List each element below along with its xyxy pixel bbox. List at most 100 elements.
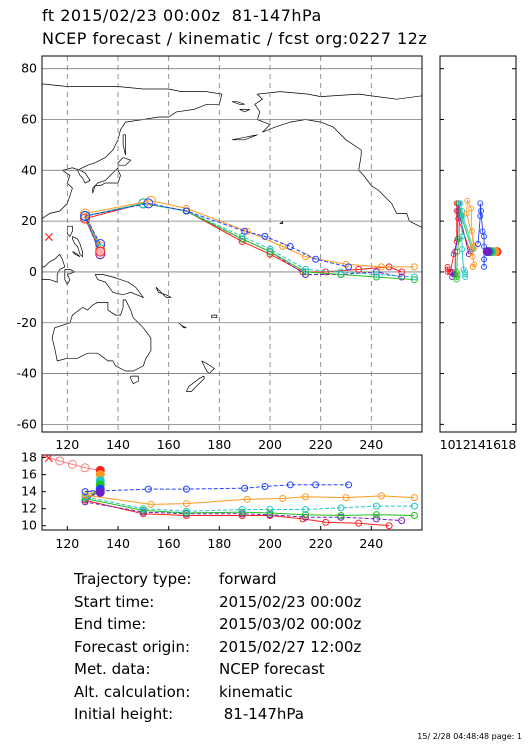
- side-point-red: [444, 266, 451, 273]
- side-tick-label: 18: [500, 437, 516, 452]
- trajectory-point-purple: [398, 273, 406, 281]
- coastline: [122, 134, 126, 156]
- pressure-point-cyan: [139, 505, 147, 513]
- coastline: [66, 225, 73, 237]
- pressure-lon-tick-label: 200: [258, 536, 282, 551]
- trajectory-point-cyan: [266, 245, 274, 253]
- info-label: Met. data:: [74, 660, 151, 678]
- trajectory-point-blue: [345, 263, 353, 271]
- coastline: [117, 157, 132, 166]
- trajectory-point-red: [355, 265, 363, 273]
- side-point-cyan: [462, 271, 469, 278]
- pressure-point-orange: [377, 492, 385, 500]
- footer-timestamp: 15/ 2/28 04:48:48 page: 1: [417, 732, 522, 741]
- coastline: [42, 83, 223, 219]
- side-point-orange: [463, 210, 470, 217]
- info-row: Initial height: 81-147hPa: [74, 703, 361, 726]
- side-point-blue: [481, 263, 488, 270]
- pressure-point-cyan: [182, 507, 190, 515]
- pressure-point-start: [67, 459, 77, 469]
- info-label: End time:: [74, 615, 147, 633]
- pressure-point-blue: [261, 483, 269, 491]
- side-point-blue: [477, 200, 484, 207]
- map-lon-tick-label: 160: [157, 437, 181, 452]
- pressure-line-orange: [84, 489, 415, 505]
- trajectory-point-red: [398, 268, 406, 276]
- coastline: [130, 375, 139, 385]
- coastline: [64, 269, 76, 286]
- pressure-line-blue: [85, 484, 349, 493]
- pressure-point-cyan: [372, 502, 380, 510]
- trajectory-point-orange: [377, 263, 385, 271]
- map-lat-tick-label: -60: [17, 416, 37, 431]
- trajectory-point-orange: [145, 195, 156, 206]
- info-label: Start time:: [74, 592, 155, 611]
- pressure-line-cyan: [83, 489, 415, 512]
- pressure-point-green: [372, 511, 380, 519]
- pressure-tick-label: 16: [21, 467, 37, 482]
- side-point-green: [454, 248, 461, 255]
- coastline: [231, 134, 258, 141]
- map-lon-tick-label: 240: [359, 437, 383, 452]
- side-point-cyan: [459, 246, 465, 253]
- coastline: [201, 360, 215, 375]
- pressure-point-cyan: [337, 504, 345, 512]
- side-point-orange: [470, 243, 477, 250]
- side-point-green: [453, 276, 460, 283]
- info-row: Alt. calculation: kinematic: [74, 681, 361, 704]
- side-point-blue: [481, 233, 488, 240]
- pressure-tick-label: 10: [21, 518, 37, 533]
- pressure-point-cyan: [301, 506, 309, 514]
- side-tick-label: 10: [440, 437, 456, 452]
- pressure-point-start: [55, 456, 65, 466]
- side-point-blue: [479, 228, 486, 235]
- side-point-green: [453, 274, 460, 280]
- info-value: NCEP forecast: [219, 660, 325, 678]
- coastlines: [42, 83, 422, 392]
- pressure-point-blue: [241, 484, 249, 492]
- coastline: [211, 314, 218, 319]
- trajectory-point-blue: [143, 198, 154, 209]
- pressure-point-green: [301, 511, 309, 519]
- pressure-panel: ×: [41, 451, 423, 531]
- pressure-tick-label: 18: [21, 450, 37, 465]
- pressure-point-blue: [312, 481, 320, 489]
- pressure-point-cyan: [266, 506, 274, 514]
- coastline: [254, 91, 422, 171]
- pressure-point-green: [337, 512, 345, 520]
- info-row: Trajectory type: forward: [74, 568, 361, 591]
- map-lon-tick-label: 120: [55, 437, 79, 452]
- coastline: [92, 166, 121, 194]
- side-tick-label: 16: [485, 437, 501, 452]
- pressure-tick-label: 14: [21, 484, 37, 499]
- side-panel: [439, 55, 517, 433]
- side-frame: [439, 55, 517, 433]
- header-line-1: ft 2015/02/23 00:00z 81-147hPa: [42, 6, 322, 25]
- side-point-blue: [478, 208, 484, 214]
- trajectory-point-blue: [312, 255, 320, 263]
- coastline-layer: [42, 83, 422, 392]
- pressure-point-blue: [182, 485, 190, 493]
- map-lat-tick-label: 20: [21, 213, 37, 228]
- pressure-point-orange: [301, 493, 309, 501]
- map-frame: [41, 55, 423, 433]
- coastline: [42, 253, 66, 283]
- pressure-point-purple: [398, 517, 406, 525]
- info-value: kinematic: [219, 682, 293, 701]
- info-row: Start time: 2015/02/23 00:00z: [74, 591, 361, 614]
- map-lon-tick-label: 180: [207, 437, 231, 452]
- side-point-blue: [481, 256, 488, 263]
- map-lon-tick-label: 200: [258, 437, 282, 452]
- pressure-point-orange: [147, 500, 155, 508]
- coastline: [358, 170, 422, 228]
- coastline: [51, 299, 152, 372]
- axis-tick-labels: 1201201401401601601801802002002202202402…: [17, 61, 517, 551]
- map-lon-tick-label: 220: [309, 437, 333, 452]
- pressure-lon-tick-label: 140: [106, 536, 130, 551]
- side-point-orange: [468, 205, 475, 212]
- map-lat-tick-label: 80: [21, 61, 37, 76]
- pressure-line-start: [41, 455, 101, 471]
- pressure-point-orange: [410, 494, 418, 502]
- side-tick-label: 12: [455, 437, 471, 452]
- trajectory-layer: ×: [43, 195, 418, 284]
